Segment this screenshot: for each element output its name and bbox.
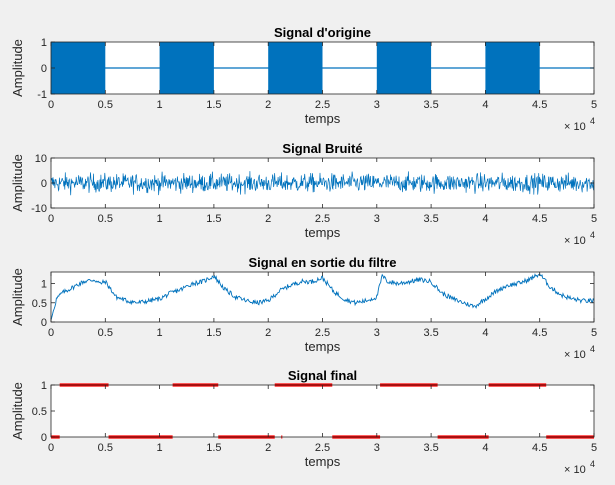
y-tick-label: 0	[41, 317, 47, 329]
chart-title: Signal Bruité	[282, 141, 362, 156]
x-exponent-label: × 10	[564, 235, 586, 247]
y-tick-label: 0.5	[32, 298, 47, 310]
x-tick-label: 2	[265, 442, 271, 454]
x-tick-label: 3.5	[423, 442, 438, 454]
y-tick-label: 0.5	[32, 406, 47, 418]
x-tick-label: 3	[374, 442, 380, 454]
x-tick-label: 3	[374, 213, 380, 225]
burst-1	[51, 42, 106, 94]
x-tick-label: 3	[374, 99, 380, 111]
x-tick-label: 0.5	[98, 213, 113, 225]
x-tick-label: 0	[48, 442, 54, 454]
x-tick-label: 4	[482, 99, 488, 111]
x-tick-label: 2	[265, 213, 271, 225]
x-tick-label: 4.5	[532, 213, 547, 225]
x-exponent-power: 4	[590, 116, 595, 126]
x-tick-label: 4.5	[532, 442, 547, 454]
x-axis-label: temps	[305, 225, 341, 240]
x-tick-label: 3.5	[423, 99, 438, 111]
x-tick-label: 2	[265, 99, 271, 111]
x-tick-label: 4.5	[532, 327, 547, 339]
y-tick-label: 0	[41, 178, 47, 190]
chart-title: Signal en sortie du filtre	[248, 255, 396, 270]
x-tick-label: 1.5	[206, 327, 221, 339]
x-tick-label: 3.5	[423, 327, 438, 339]
series-layer	[51, 171, 594, 196]
y-tick-label: 1	[41, 380, 47, 392]
x-exponent-label: × 10	[564, 121, 586, 133]
x-tick-label: 4	[482, 442, 488, 454]
x-tick-label: 2.5	[315, 213, 330, 225]
chart-title: Signal d'origine	[274, 25, 371, 40]
x-tick-label: 2	[265, 327, 271, 339]
x-tick-label: 1.5	[206, 213, 221, 225]
x-exponent-power: 4	[590, 459, 595, 469]
y-tick-label: -10	[31, 203, 47, 215]
x-exponent-power: 4	[590, 344, 595, 354]
x-tick-label: 2.5	[315, 327, 330, 339]
y-tick-label: 0	[41, 63, 47, 75]
y-axis-label: Amplitude	[10, 39, 25, 97]
y-tick-label: 10	[35, 153, 47, 165]
x-tick-label: 1	[157, 442, 163, 454]
x-tick-label: 1	[157, 327, 163, 339]
x-exponent-label: × 10	[564, 349, 586, 361]
x-exponent-label: × 10	[564, 464, 586, 476]
chart-title: Signal final	[288, 368, 357, 383]
burst-4	[376, 42, 432, 94]
subplot-3: 0 0.5 1 1.5 2 2.5 3 3.5 4 4.5 5 0 0.5 1 Signal en sort…	[10, 255, 597, 361]
x-tick-label: 0.5	[98, 442, 113, 454]
x-tick-label: 4	[482, 213, 488, 225]
x-tick-label: 0	[48, 99, 54, 111]
plot-area	[51, 385, 594, 437]
series-layer	[51, 42, 594, 94]
x-tick-label: 5	[591, 327, 597, 339]
x-tick-label: 3	[374, 327, 380, 339]
y-tick-label: -1	[37, 89, 47, 101]
x-tick-label: 0.5	[98, 99, 113, 111]
burst-3	[268, 42, 323, 94]
x-axis-label: temps	[305, 339, 341, 354]
x-tick-label: 2.5	[315, 99, 330, 111]
x-tick-label: 1.5	[206, 99, 221, 111]
x-tick-label: 5	[591, 99, 597, 111]
burst-2	[159, 42, 214, 94]
y-axis-label: Amplitude	[10, 268, 25, 326]
burst-5	[485, 42, 540, 94]
y-tick-label: 0	[41, 432, 47, 444]
x-tick-label: 4.5	[532, 99, 547, 111]
x-axis-label: temps	[305, 454, 341, 469]
x-tick-label: 0.5	[98, 327, 113, 339]
x-tick-label: 1	[157, 213, 163, 225]
noise-line	[51, 171, 594, 196]
x-exponent-power: 4	[590, 230, 595, 240]
y-tick-label: 1	[41, 37, 47, 49]
plot-area	[51, 272, 594, 322]
x-axis-label: temps	[305, 111, 341, 126]
x-tick-label: 0	[48, 213, 54, 225]
x-tick-label: 2.5	[315, 442, 330, 454]
subplot-4: 0 0.5 1 1.5 2 2.5 3 3.5 4 4.5 5 0 0.5 1 Signal final te…	[10, 368, 597, 476]
x-tick-label: 5	[591, 213, 597, 225]
y-axis-label: Amplitude	[10, 382, 25, 440]
x-tick-label: 1.5	[206, 442, 221, 454]
x-tick-label: 5	[591, 442, 597, 454]
y-tick-label: 1	[41, 279, 47, 291]
y-axis-label: Amplitude	[10, 154, 25, 212]
x-tick-label: 1	[157, 99, 163, 111]
x-tick-label: 0	[48, 327, 54, 339]
x-tick-label: 4	[482, 327, 488, 339]
x-tick-label: 3.5	[423, 213, 438, 225]
